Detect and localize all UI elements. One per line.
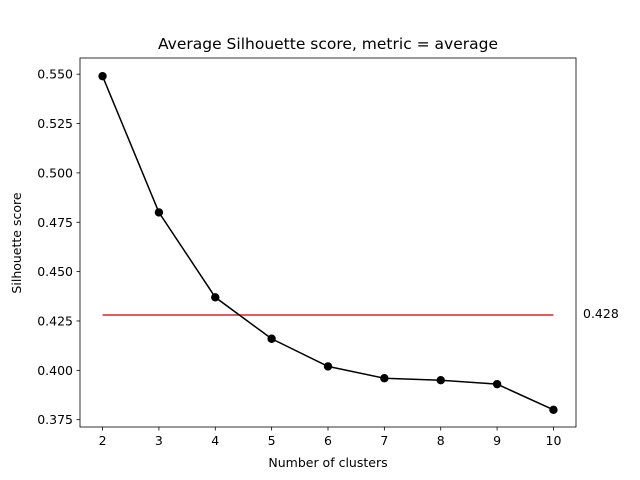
x-tick-label: 6 bbox=[324, 433, 332, 448]
y-tick-label: 0.550 bbox=[37, 67, 73, 82]
x-tick-label: 10 bbox=[546, 433, 562, 448]
x-tick-label: 9 bbox=[493, 433, 501, 448]
x-tick-label: 2 bbox=[99, 433, 107, 448]
data-point bbox=[492, 379, 502, 389]
reference-line-label: 0.428 bbox=[583, 306, 619, 321]
x-tick-label: 8 bbox=[437, 433, 445, 448]
data-point bbox=[211, 293, 220, 302]
y-tick-label: 0.450 bbox=[37, 264, 73, 279]
x-axis: 2 3 4 5 6 7 8 9 10 bbox=[99, 427, 562, 448]
reference-line-group: 0.428 bbox=[102, 306, 619, 321]
chart-title: Average Silhouette score, metric = avera… bbox=[158, 35, 498, 53]
data-point bbox=[98, 71, 107, 81]
y-tick-label: 0.425 bbox=[37, 313, 73, 328]
series-line bbox=[101, 75, 554, 411]
y-tick-label: 0.475 bbox=[37, 215, 73, 230]
data-point bbox=[267, 334, 276, 343]
x-tick-label: 7 bbox=[380, 433, 388, 448]
y-tick-label: 0.525 bbox=[37, 116, 73, 131]
x-tick-label: 4 bbox=[211, 433, 219, 448]
y-axis: 0.375 0.400 0.425 0.450 0.475 0.500 0.525 0.550 bbox=[37, 67, 80, 427]
y-axis-label: Silhouette score bbox=[9, 192, 24, 293]
data-point bbox=[323, 362, 333, 371]
y-tick-label: 0.375 bbox=[37, 412, 73, 427]
x-tick-label: 5 bbox=[268, 433, 276, 448]
y-tick-label: 0.400 bbox=[37, 363, 73, 378]
data-point bbox=[436, 376, 445, 385]
plot-frame bbox=[79, 57, 577, 428]
x-tick-label: 3 bbox=[155, 433, 163, 448]
plot-area bbox=[79, 57, 577, 428]
data-point bbox=[549, 405, 558, 415]
data-point bbox=[154, 208, 164, 217]
x-axis-label: Number of clusters bbox=[268, 455, 387, 470]
series-group bbox=[98, 71, 558, 415]
y-tick-label: 0.500 bbox=[37, 165, 73, 180]
data-point bbox=[380, 374, 389, 383]
